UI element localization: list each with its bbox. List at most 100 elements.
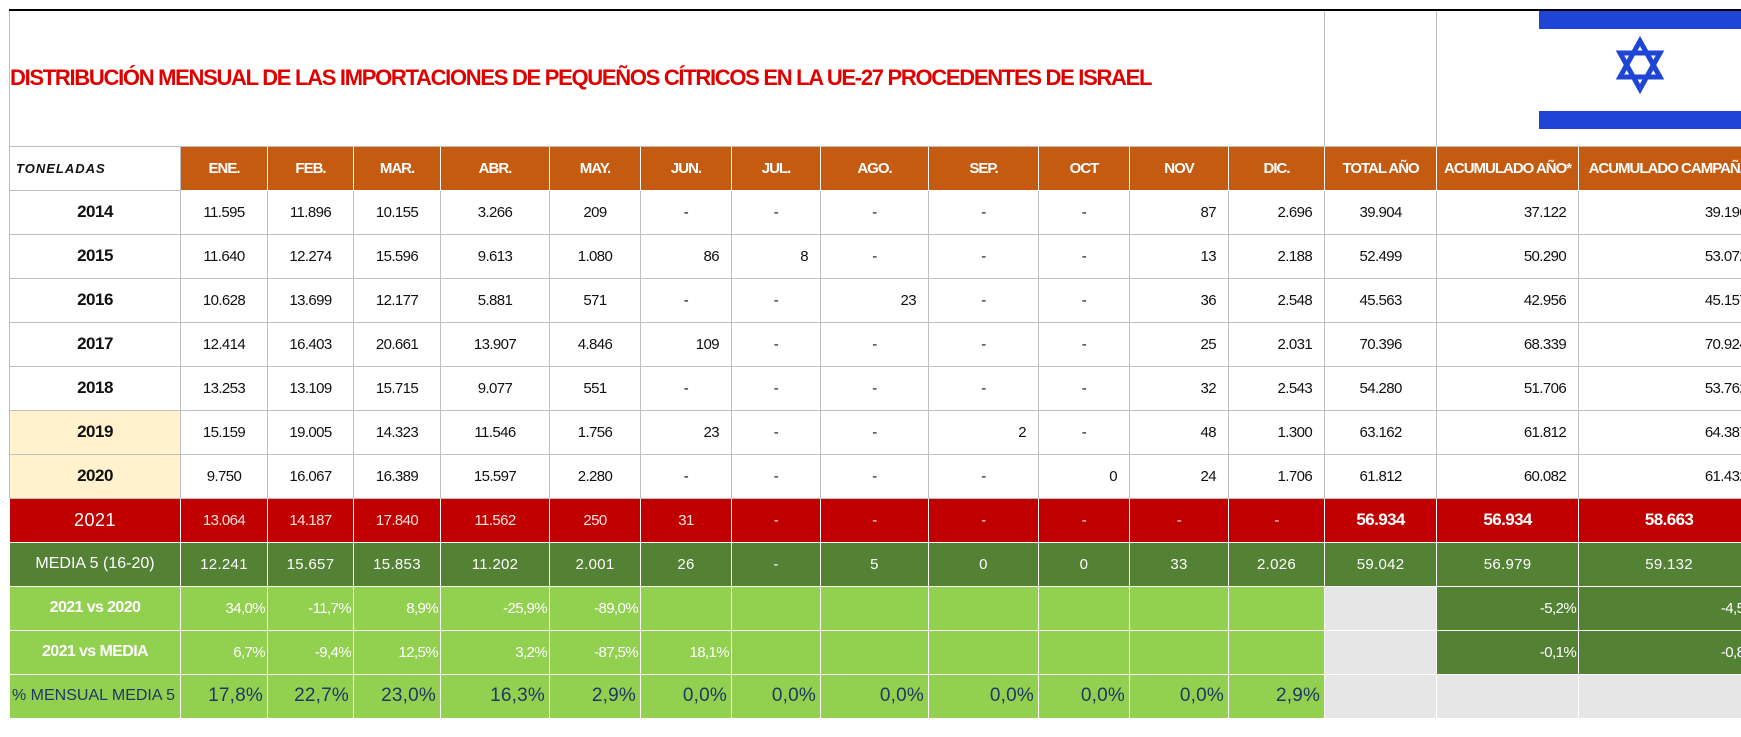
cell: 16,3% — [440, 673, 550, 719]
cell: 53.072 — [1578, 233, 1741, 279]
cell: -4,5% — [1578, 585, 1741, 631]
cell: 2,9% — [1227, 673, 1326, 719]
cell: - — [928, 497, 1039, 543]
cell: - — [820, 233, 929, 279]
cell: 32 — [1129, 365, 1229, 411]
cell: 56.934 — [1324, 497, 1438, 543]
cell — [1227, 585, 1326, 631]
column-header: TOTAL AÑO — [1324, 145, 1438, 191]
cell: 16.067 — [267, 453, 354, 499]
cell: 11.202 — [440, 541, 550, 587]
cell: 0 — [928, 541, 1039, 587]
cell: 13.064 — [180, 497, 268, 543]
cell: 45.563 — [1324, 277, 1438, 323]
cell: 16.403 — [267, 321, 354, 367]
cell: 2.696 — [1227, 189, 1326, 235]
row-label: 2016 — [9, 277, 181, 323]
cell: 60.082 — [1436, 453, 1580, 499]
cell: 68.339 — [1436, 321, 1580, 367]
cell: - — [928, 453, 1039, 499]
column-header: FEB. — [267, 145, 354, 191]
column-header: JUN. — [640, 145, 732, 191]
cell: 59.042 — [1324, 541, 1438, 587]
cell: 23 — [820, 277, 929, 323]
cell: -5,2% — [1436, 585, 1580, 631]
cell: 34,0% — [180, 585, 268, 631]
cell: 54.280 — [1324, 365, 1438, 411]
cell: 0,0% — [1038, 673, 1130, 719]
cell: - — [640, 277, 732, 323]
cell: 33 — [1129, 541, 1229, 587]
cell: - — [731, 497, 821, 543]
cell: 23,0% — [353, 673, 441, 719]
cell: 20.661 — [353, 321, 441, 367]
cell: 9.750 — [180, 453, 268, 499]
cell: 0,0% — [640, 673, 732, 719]
cell: 15.597 — [440, 453, 550, 499]
row-label: 2019 — [9, 409, 181, 455]
data-row: 2014 11.595 11.896 10.155 3.266 209- - - - -87 2.6… — [9, 189, 1741, 235]
column-header: DIC. — [1227, 145, 1326, 191]
data-row: 2021 vs 2020 34,0% -11,7% 8,9% -25,9% -89,0% -… — [9, 585, 1741, 631]
cell: 16.389 — [353, 453, 441, 499]
row-label: 2017 — [9, 321, 181, 367]
cell: 0,0% — [928, 673, 1039, 719]
cell: 3,2% — [440, 629, 550, 675]
cell: 14.187 — [267, 497, 354, 543]
cell: 17.840 — [353, 497, 441, 543]
row-label: % MENSUAL MEDIA 5 — [9, 673, 181, 719]
cell: 12.177 — [353, 277, 441, 323]
cell: 59.132 — [1578, 541, 1741, 587]
cell: 39.904 — [1324, 189, 1438, 235]
cell: 250 — [549, 497, 641, 543]
cell — [1578, 673, 1741, 719]
cell: 11.640 — [180, 233, 268, 279]
cell: 551 — [549, 365, 641, 411]
cell: 10.155 — [353, 189, 441, 235]
column-header: ACUMULADO AÑO* — [1436, 145, 1580, 191]
cell: 15.853 — [353, 541, 441, 587]
cell: - — [640, 189, 732, 235]
cell — [1324, 585, 1438, 631]
row-label: 2021 — [9, 497, 181, 543]
row-label: 2021 vs MEDIA — [9, 629, 181, 675]
cell: 209 — [549, 189, 641, 235]
cell: 12,5% — [353, 629, 441, 675]
cell — [1227, 629, 1326, 675]
cell: 36 — [1129, 277, 1229, 323]
cell: 0 — [1038, 541, 1130, 587]
cell: - — [928, 233, 1039, 279]
cell: 39.190 — [1578, 189, 1741, 235]
cell: 22,7% — [267, 673, 354, 719]
blank-cell — [1324, 9, 1438, 147]
cell: 15.159 — [180, 409, 268, 455]
column-header: MAY. — [549, 145, 641, 191]
cell: 61.812 — [1436, 409, 1580, 455]
data-row: 2015 11.640 12.274 15.596 9.613 1.080 86 8- - -13… — [9, 233, 1741, 279]
cell — [1129, 629, 1229, 675]
cell: 5 — [820, 541, 929, 587]
cell: 10.628 — [180, 277, 268, 323]
cell: 42.956 — [1436, 277, 1580, 323]
cell: - — [1038, 497, 1130, 543]
cell: -9,4% — [267, 629, 354, 675]
cell: 6,7% — [180, 629, 268, 675]
cell: 37.122 — [1436, 189, 1580, 235]
cell: 19.005 — [267, 409, 354, 455]
cell: 63.162 — [1324, 409, 1438, 455]
cell: 24 — [1129, 453, 1229, 499]
cell: 11.595 — [180, 189, 268, 235]
data-row: 2016 10.628 13.699 12.177 5.881 571- -23- -36 2.… — [9, 277, 1741, 323]
row-label: 2014 — [9, 189, 181, 235]
cell: - — [928, 321, 1039, 367]
cell — [731, 585, 821, 631]
cell: - — [731, 365, 821, 411]
column-header: ACUMULADO CAMPAÑA — [1578, 145, 1741, 191]
data-row: % MENSUAL MEDIA 5 17,8% 22,7% 23,0% 16,3% 2,9… — [9, 673, 1741, 719]
cell: 50.290 — [1436, 233, 1580, 279]
data-row: MEDIA 5 (16-20) 12.241 15.657 15.853 11.202 2… — [9, 541, 1741, 587]
cell: 2.280 — [549, 453, 641, 499]
cell: 9.077 — [440, 365, 550, 411]
data-row: 2019 15.159 19.005 14.323 11.546 1.756 23- -2-4… — [9, 409, 1741, 455]
cell: 15.596 — [353, 233, 441, 279]
